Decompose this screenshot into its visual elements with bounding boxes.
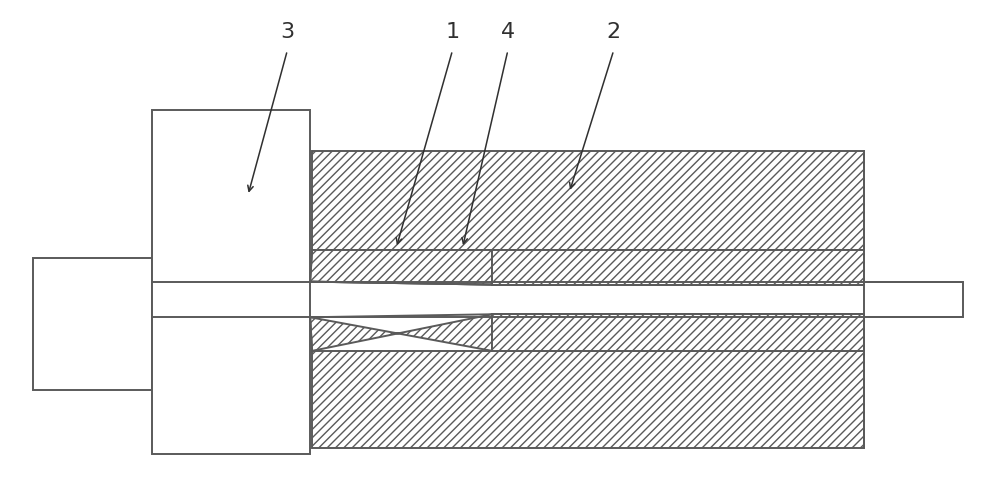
- Text: 1: 1: [445, 22, 460, 42]
- Polygon shape: [33, 258, 152, 390]
- Polygon shape: [312, 151, 864, 250]
- Polygon shape: [152, 110, 310, 454]
- Polygon shape: [310, 250, 492, 284]
- Polygon shape: [310, 314, 492, 351]
- Polygon shape: [492, 250, 864, 284]
- Polygon shape: [312, 351, 864, 448]
- Text: 2: 2: [607, 22, 621, 42]
- Text: 4: 4: [501, 22, 515, 42]
- Text: 3: 3: [280, 22, 294, 42]
- Polygon shape: [492, 314, 864, 351]
